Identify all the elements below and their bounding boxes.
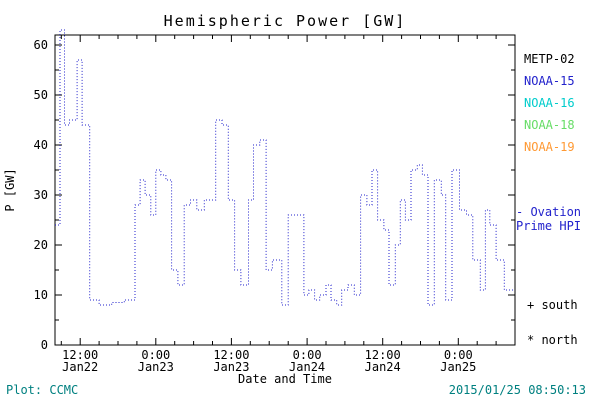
legend-metp-02: METP-02 [524, 52, 575, 66]
legend-noaa-18: NOAA-18 [524, 118, 575, 132]
x-tick-label: 12:00 Jan24 [365, 348, 401, 374]
x-tick-label: 0:00 Jan25 [440, 348, 476, 374]
marker-label-south: + south [527, 298, 578, 312]
plot-credit: Plot: CCMC [6, 383, 79, 397]
x-tick-label: 0:00 Jan23 [138, 348, 174, 374]
ovation-label-line2: Prime HPI [516, 219, 582, 233]
y-tick-label: 10 [34, 288, 48, 302]
legend-noaa-15: NOAA-15 [524, 74, 575, 88]
ovation-label-line1: - Ovation [516, 205, 582, 219]
hpi-step-line [55, 29, 515, 306]
x-tick-label: 0:00 Jan24 [289, 348, 325, 374]
plot-frame [54, 34, 516, 346]
x-tick-label: 12:00 Jan22 [62, 348, 98, 374]
marker-label-north: * north [527, 333, 578, 347]
y-tick-label: 40 [34, 138, 48, 152]
x-axis: 12:00 Jan22 0:00 Jan23 12:00 Jan23 0:00 Jan24 12… [60, 35, 516, 374]
chart-title: Hemispheric Power [GW] [163, 12, 407, 30]
satellite-legend: METP-02 NOAA-15 NOAA-16 NOAA-18 NOAA-19 [524, 48, 575, 158]
y-tick-label: 50 [34, 88, 48, 102]
y-tick-label: 30 [34, 188, 48, 202]
x-tick-label: 12:00 Jan23 [213, 348, 249, 374]
timestamp: 2015/01/25 08:50:13 [448, 383, 586, 397]
y-tick-label: 20 [34, 238, 48, 252]
y-axis-title: P [GW] [3, 168, 17, 211]
y-axis: 0 10 20 30 40 50 60 P [GW] [3, 38, 515, 352]
y-tick-label: 60 [34, 38, 48, 52]
legend-noaa-16: NOAA-16 [524, 96, 575, 110]
x-axis-title: Date and Time [238, 372, 332, 386]
series-label-ovation: - Ovation Prime HPI [516, 205, 581, 233]
legend-noaa-19: NOAA-19 [524, 140, 575, 154]
y-tick-label: 0 [41, 338, 48, 352]
